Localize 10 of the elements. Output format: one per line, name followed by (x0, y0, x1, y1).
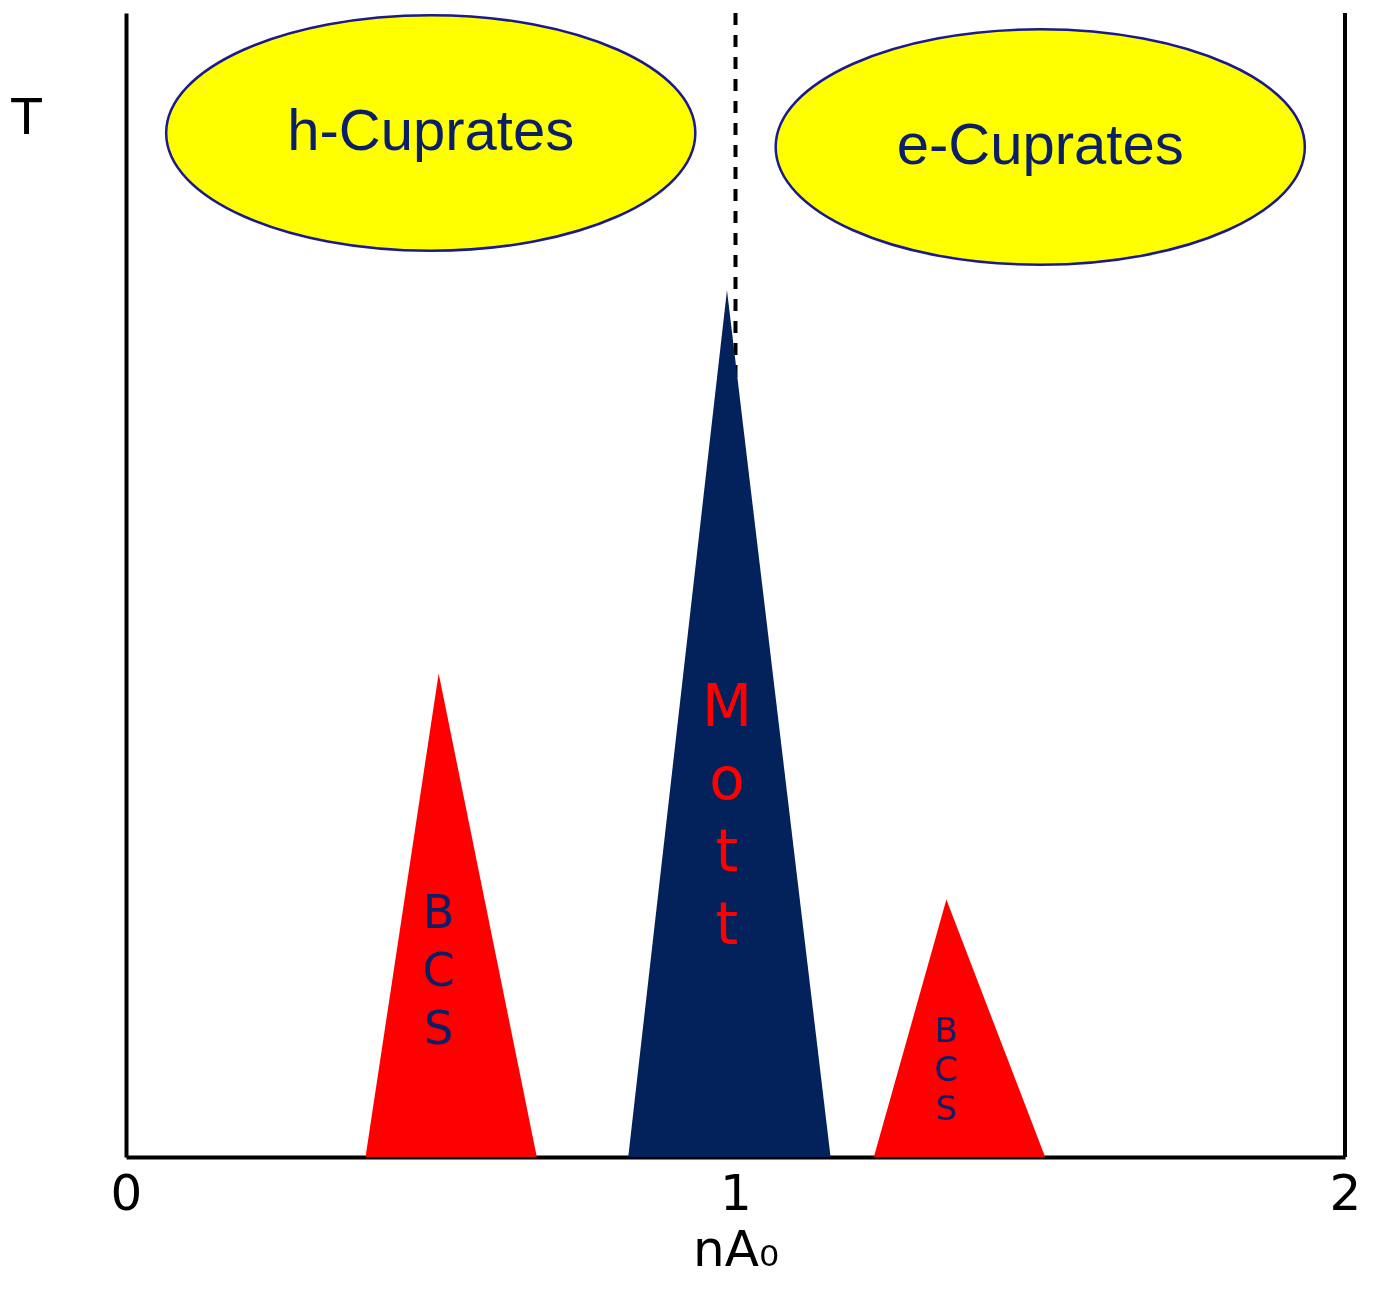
text: e-Cuprates (896, 111, 1184, 176)
y-axis-title: T (10, 87, 43, 146)
text: h-Cuprates (287, 97, 575, 162)
x-tick-label: 0 (110, 1163, 143, 1222)
x-tick-label: 2 (1329, 1163, 1362, 1222)
x-axis-title: nA₀ (693, 1219, 779, 1278)
series-label: Mott (701, 672, 752, 958)
series-label: BCS (934, 1011, 959, 1129)
series-label: BCS (422, 885, 455, 1055)
x-tick-label: 1 (720, 1163, 752, 1222)
